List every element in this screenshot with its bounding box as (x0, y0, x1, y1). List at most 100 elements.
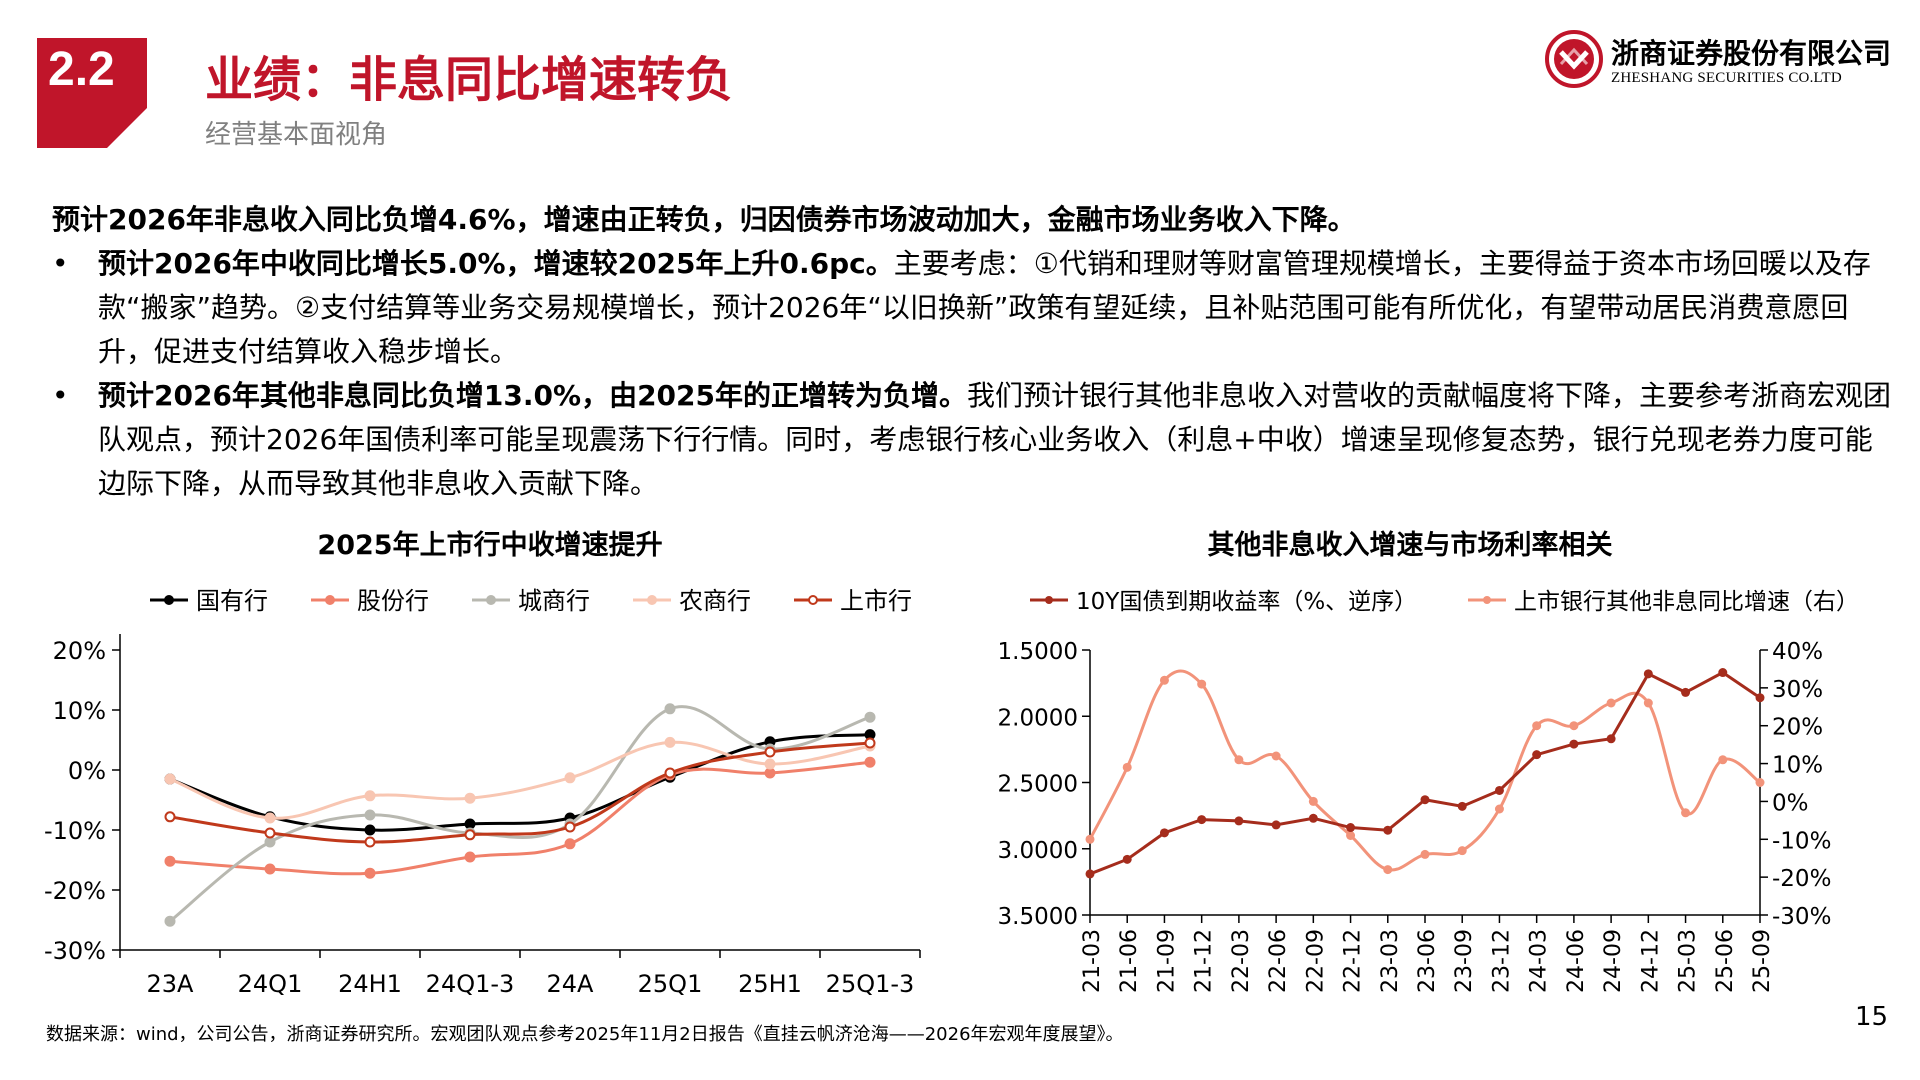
chart-2: 10Y国债到期收益率（%、逆序） 上市银行其他非息同比增速（右） 1.5000 2.0… (998, 589, 1859, 993)
x-tick-label: 24-03 (1527, 929, 1552, 993)
x-tick-label: 23-12 (1489, 929, 1514, 993)
legend-label: 国有行 (196, 587, 268, 615)
chart-2-title: 其他非息收入增速与市场利率相关 (1207, 530, 1613, 561)
y-left-tick-label: 3.0000 (998, 838, 1078, 864)
data-point (164, 811, 176, 823)
data-point (264, 812, 276, 824)
x-tick-label: 25-03 (1676, 929, 1701, 993)
bullet-body: 预计2026年其他非息同比负增13.0%，由2025年的正增转为负增。我们预计银… (98, 374, 1898, 506)
data-point (164, 915, 176, 927)
x-tick-label: 23-09 (1452, 929, 1477, 993)
data-point (1308, 813, 1318, 823)
bullet-dot: • (52, 247, 69, 280)
data-point (1718, 668, 1728, 678)
data-point (764, 758, 776, 770)
series-line (169, 760, 871, 876)
data-point (1457, 846, 1467, 856)
data-point (1308, 796, 1318, 806)
y-right-tick-label: 30% (1772, 677, 1823, 703)
data-source-note: 数据来源：wind，公司公告，浙商证券研究所。宏观团队观点参考2025年11月2… (46, 1024, 1124, 1045)
data-point (564, 838, 576, 850)
series-line (1089, 670, 1761, 876)
data-point (1681, 687, 1691, 697)
data-point (564, 772, 576, 784)
data-point (764, 767, 776, 779)
y-tick-label: -10% (44, 817, 106, 845)
y-right-tick-label: 20% (1772, 715, 1823, 741)
chart-1: 国有行 股份行 城商行 农商行 上市行 20% 10% 0% -10% -20% -30% 23A 24… (44, 587, 921, 998)
x-tick-label: 25H1 (738, 970, 802, 998)
data-point (764, 746, 776, 758)
data-point (364, 867, 376, 879)
y-tick-label: 10% (53, 697, 106, 725)
x-tick-label: 24-06 (1564, 929, 1589, 993)
data-point (364, 836, 376, 848)
y-right-tick-label: -20% (1772, 866, 1831, 892)
data-point (1271, 751, 1281, 761)
legend-swatch-marker (325, 595, 335, 605)
data-point (1643, 669, 1653, 679)
bullet-bold: 预计2026年其他非息同比负增13.0%，由2025年的正增转为负增。 (98, 379, 968, 412)
data-point (1383, 865, 1393, 875)
bullet-text: 我们预计银行其他非息收入对营收的贡献幅度将下降，主要参考浙商宏观团队观点，预计2… (98, 379, 1892, 500)
company-logo: 浙商证券股份有限公司 ZHESHANG SECURITIES CO.LTD (1545, 30, 1892, 90)
data-point (664, 703, 676, 715)
x-tick-label: 25-06 (1713, 929, 1738, 993)
x-tick-label: 24H1 (338, 970, 402, 998)
data-point (264, 836, 276, 848)
data-point (664, 736, 676, 748)
x-tick-label: 23-06 (1415, 929, 1440, 993)
data-point (1643, 698, 1653, 708)
series-line (169, 705, 871, 923)
data-point (1346, 831, 1356, 840)
data-point (1494, 785, 1504, 795)
data-point (1197, 679, 1207, 689)
lead-paragraph: 预计2026年非息收入同比负增4.6%，增速由正转负，归因债券市场波动加大，金融… (52, 203, 1356, 236)
x-tick-label: 22-12 (1341, 929, 1366, 993)
data-point (1420, 795, 1430, 805)
data-point (1457, 801, 1467, 811)
data-point (464, 818, 476, 830)
y-left-tick-label: 1.5000 (998, 639, 1078, 665)
bullet-dot: • (52, 379, 69, 412)
page-subtitle: 经营基本面视角 (205, 120, 388, 150)
data-point (1383, 825, 1393, 835)
x-tick-label: 21-03 (1080, 929, 1105, 993)
x-tick-label: 21-06 (1117, 929, 1142, 993)
data-point (864, 711, 876, 723)
data-point (1159, 675, 1169, 685)
legend-swatch-marker (486, 595, 496, 605)
data-point (1606, 734, 1616, 744)
y-tick-label: 0% (68, 757, 106, 785)
x-tick-label: 23A (147, 970, 195, 998)
y-left-tick-label: 2.5000 (998, 772, 1078, 798)
data-point (1681, 808, 1691, 818)
data-point (664, 767, 676, 779)
data-point (1346, 823, 1356, 833)
data-point (1234, 755, 1244, 765)
legend-swatch-marker (647, 595, 657, 605)
x-tick-label: 24A (547, 970, 595, 998)
data-point (264, 827, 276, 839)
x-tick-label: 24-09 (1601, 929, 1626, 993)
x-tick-label: 25Q1 (638, 970, 703, 998)
data-point (1532, 750, 1542, 760)
y-right-tick-label: 0% (1772, 790, 1809, 816)
data-point (1755, 693, 1765, 703)
company-name-cn: 浙商证券股份有限公司 (1611, 37, 1892, 70)
legend-label: 上市银行其他非息同比增速（右） (1514, 589, 1859, 615)
data-point (164, 855, 176, 867)
page-number: 15 (1855, 1002, 1889, 1032)
data-point (1532, 721, 1542, 731)
x-tick-label: 23-03 (1378, 929, 1403, 993)
y-right-tick-label: 10% (1772, 753, 1823, 779)
legend-label: 城商行 (518, 587, 590, 615)
y-right-tick-label: 40% (1772, 639, 1823, 665)
bullet-bold: 预计2026年中收同比增长5.0%，增速较2025年上升0.6pc。 (98, 247, 894, 280)
data-point (364, 809, 376, 821)
data-point (464, 829, 476, 841)
data-point (1718, 755, 1728, 765)
legend-label: 10Y国债到期收益率（%、逆序） (1076, 589, 1417, 615)
page-title: 业绩：非息同比增速转负 (205, 52, 734, 108)
bullet-text: 主要考虑：①代销和理财等财富管理规模增长，主要得益于资本市场回暖以及存款“搬家”… (98, 247, 1871, 368)
